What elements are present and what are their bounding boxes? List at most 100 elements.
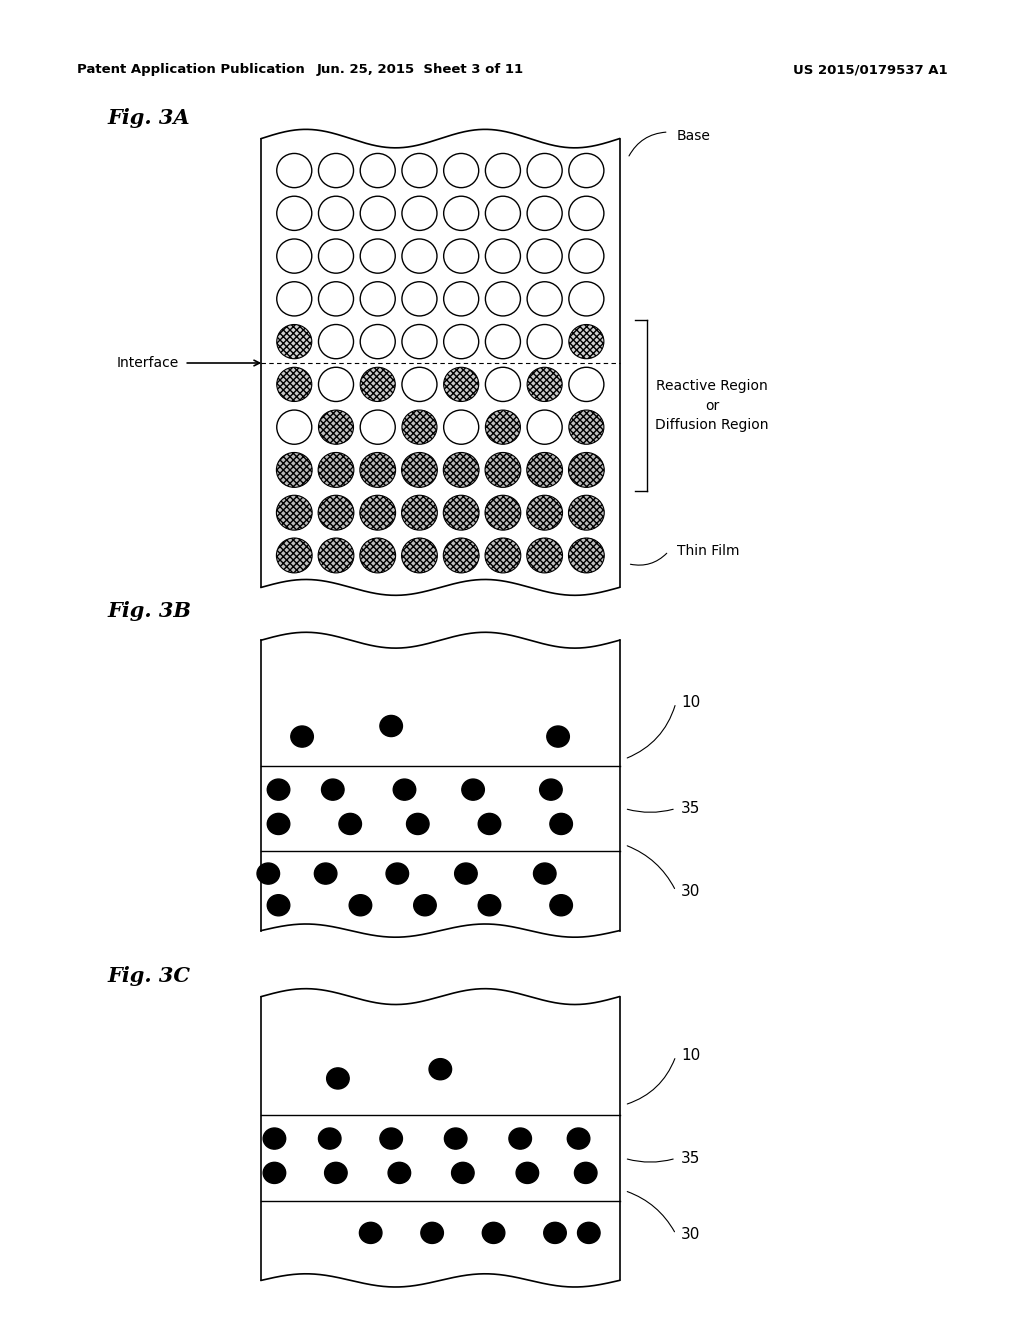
- Ellipse shape: [534, 863, 556, 884]
- Bar: [261, 1201, 620, 1280]
- Ellipse shape: [360, 367, 395, 401]
- Ellipse shape: [485, 367, 520, 401]
- Text: 10: 10: [681, 696, 700, 710]
- Ellipse shape: [393, 779, 416, 800]
- Ellipse shape: [443, 453, 479, 487]
- Ellipse shape: [276, 495, 312, 531]
- Ellipse shape: [267, 779, 290, 800]
- Text: Patent Application Publication: Patent Application Publication: [77, 63, 304, 77]
- Text: Interface: Interface: [117, 356, 179, 370]
- Ellipse shape: [443, 197, 478, 231]
- Ellipse shape: [568, 495, 604, 531]
- Ellipse shape: [527, 239, 562, 273]
- Bar: [261, 997, 620, 1115]
- Ellipse shape: [360, 239, 395, 273]
- Ellipse shape: [527, 153, 562, 187]
- Ellipse shape: [360, 153, 395, 187]
- Ellipse shape: [485, 197, 520, 231]
- Text: 30: 30: [681, 1226, 700, 1242]
- Ellipse shape: [485, 453, 521, 487]
- Ellipse shape: [402, 197, 437, 231]
- Ellipse shape: [318, 495, 354, 531]
- Ellipse shape: [568, 539, 604, 573]
- Ellipse shape: [569, 197, 604, 231]
- Ellipse shape: [485, 239, 520, 273]
- Text: Base: Base: [677, 129, 711, 143]
- Ellipse shape: [455, 863, 477, 884]
- Text: US 2015/0179537 A1: US 2015/0179537 A1: [793, 63, 947, 77]
- Ellipse shape: [569, 325, 604, 359]
- Ellipse shape: [402, 325, 437, 359]
- Ellipse shape: [509, 1129, 531, 1150]
- Ellipse shape: [527, 367, 562, 401]
- Text: 35: 35: [681, 801, 700, 816]
- Ellipse shape: [318, 453, 354, 487]
- Ellipse shape: [263, 1129, 286, 1150]
- Ellipse shape: [527, 325, 562, 359]
- Ellipse shape: [443, 539, 479, 573]
- Ellipse shape: [314, 863, 337, 884]
- Ellipse shape: [318, 197, 353, 231]
- Ellipse shape: [276, 453, 312, 487]
- Ellipse shape: [401, 495, 437, 531]
- Ellipse shape: [276, 325, 311, 359]
- Ellipse shape: [526, 453, 562, 487]
- Ellipse shape: [527, 411, 562, 445]
- Ellipse shape: [550, 895, 572, 916]
- Ellipse shape: [485, 495, 521, 531]
- Bar: [261, 640, 620, 766]
- Ellipse shape: [569, 411, 604, 445]
- Text: Jun. 25, 2015  Sheet 3 of 11: Jun. 25, 2015 Sheet 3 of 11: [316, 63, 523, 77]
- Ellipse shape: [267, 895, 290, 916]
- Ellipse shape: [485, 153, 520, 187]
- Ellipse shape: [327, 1068, 349, 1089]
- Ellipse shape: [257, 863, 280, 884]
- Ellipse shape: [322, 779, 344, 800]
- Ellipse shape: [550, 813, 572, 834]
- Ellipse shape: [443, 367, 478, 401]
- Text: 10: 10: [681, 1048, 700, 1064]
- Text: Fig. 3C: Fig. 3C: [108, 966, 190, 986]
- Ellipse shape: [462, 779, 484, 800]
- Ellipse shape: [360, 197, 395, 231]
- Ellipse shape: [276, 281, 311, 315]
- Ellipse shape: [402, 411, 437, 445]
- Ellipse shape: [527, 281, 562, 315]
- Ellipse shape: [578, 1222, 600, 1243]
- Ellipse shape: [569, 281, 604, 315]
- Ellipse shape: [318, 367, 353, 401]
- Ellipse shape: [401, 453, 437, 487]
- Ellipse shape: [485, 281, 520, 315]
- Text: Fig. 3B: Fig. 3B: [108, 601, 191, 620]
- Text: 30: 30: [681, 883, 700, 899]
- Ellipse shape: [443, 411, 478, 445]
- Ellipse shape: [401, 539, 437, 573]
- Ellipse shape: [386, 863, 409, 884]
- Bar: [261, 1115, 620, 1201]
- Ellipse shape: [359, 539, 395, 573]
- Ellipse shape: [568, 453, 604, 487]
- Ellipse shape: [443, 239, 478, 273]
- Ellipse shape: [402, 239, 437, 273]
- Ellipse shape: [318, 239, 353, 273]
- Text: Reactive Region
or
Diffusion Region: Reactive Region or Diffusion Region: [655, 379, 769, 432]
- Ellipse shape: [402, 367, 437, 401]
- Ellipse shape: [567, 1129, 590, 1150]
- Ellipse shape: [276, 239, 311, 273]
- Text: 35: 35: [681, 1151, 700, 1166]
- Ellipse shape: [380, 1129, 402, 1150]
- Ellipse shape: [407, 813, 429, 834]
- Ellipse shape: [569, 153, 604, 187]
- Ellipse shape: [485, 539, 521, 573]
- Ellipse shape: [547, 726, 569, 747]
- Ellipse shape: [478, 813, 501, 834]
- Ellipse shape: [318, 153, 353, 187]
- Ellipse shape: [318, 1129, 341, 1150]
- Ellipse shape: [359, 1222, 382, 1243]
- Ellipse shape: [388, 1163, 411, 1184]
- Ellipse shape: [339, 813, 361, 834]
- Ellipse shape: [276, 153, 311, 187]
- Bar: [261, 766, 620, 851]
- Ellipse shape: [443, 153, 478, 187]
- Ellipse shape: [452, 1163, 474, 1184]
